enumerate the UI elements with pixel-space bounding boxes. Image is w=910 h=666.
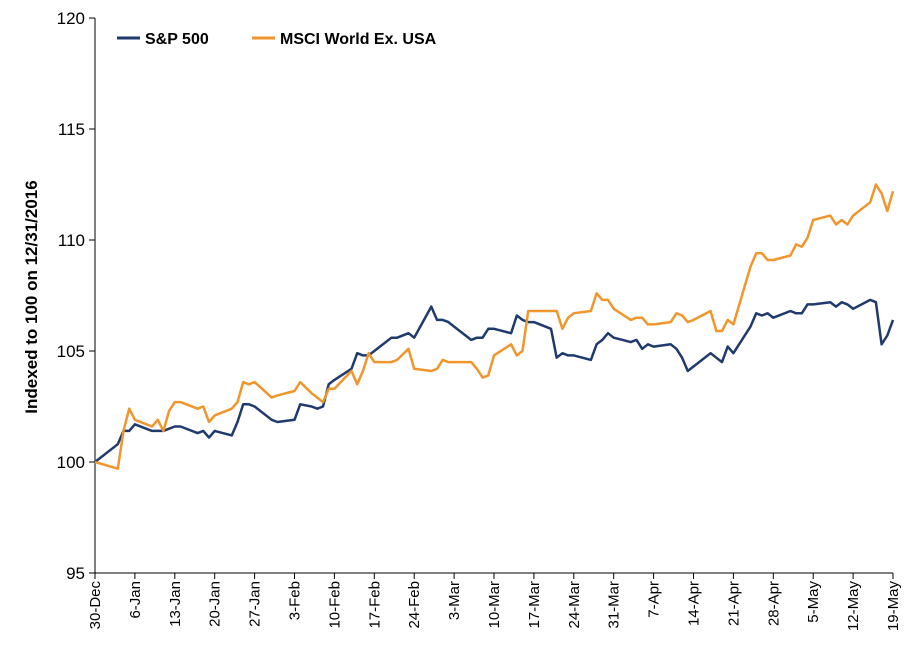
x-tick-label: 3-Feb <box>287 581 304 620</box>
y-tick-label: 115 <box>58 120 85 139</box>
x-tick-label: 3-Mar <box>446 581 463 620</box>
x-tick-label: 19-May <box>885 581 902 632</box>
x-tick-label: 17-Mar <box>526 581 543 629</box>
x-tick-label: 20-Jan <box>207 581 224 627</box>
x-tick-label: 24-Feb <box>406 581 423 629</box>
x-tick-label: 30-Dec <box>87 581 104 630</box>
series-line-sp500 <box>94 298 895 463</box>
series-line-msci-world-ex-usa <box>94 183 895 470</box>
x-tick-label: 28-Apr <box>765 581 782 626</box>
y-tick-label: 100 <box>57 453 85 472</box>
x-tick-label: 27-Jan <box>247 581 264 627</box>
x-tick-label: 10-Mar <box>486 581 503 629</box>
y-tick-label: 105 <box>57 342 85 361</box>
axes: 95 100 105 110 115 120 30-Dec 6-Jan 13-Jan 20-Jan… <box>57 9 902 631</box>
y-tick-label: 120 <box>57 9 85 28</box>
y-axis-label-group: Indexed to 100 on 12/31/2016 <box>22 180 41 413</box>
legend-label-msci: MSCI World Ex. USA <box>280 31 437 48</box>
y-axis-label: Indexed to 100 on 12/31/2016 <box>22 180 41 413</box>
x-tick-label: 7-Apr <box>646 581 663 618</box>
x-tick-label: 12-May <box>845 581 862 632</box>
x-tick-label: 5-May <box>805 581 822 623</box>
x-tick-label: 14-Apr <box>686 581 703 626</box>
legend-label-sp500: S&P 500 <box>145 31 209 48</box>
legend: S&P 500 MSCI World Ex. USA <box>117 31 437 48</box>
x-tick-label: 17-Feb <box>366 581 383 629</box>
x-tick-label: 24-Mar <box>566 581 583 629</box>
x-tick-label: 10-Feb <box>326 581 343 629</box>
x-tick-label: 21-Apr <box>725 581 742 626</box>
y-tick-label: 110 <box>58 231 85 250</box>
y-tick-label: 95 <box>66 564 85 583</box>
x-tick-label: 6-Jan <box>127 581 144 619</box>
x-tick-label: 31-Mar <box>606 581 623 629</box>
series-lines <box>94 183 895 470</box>
x-tick-label: 13-Jan <box>167 581 184 627</box>
